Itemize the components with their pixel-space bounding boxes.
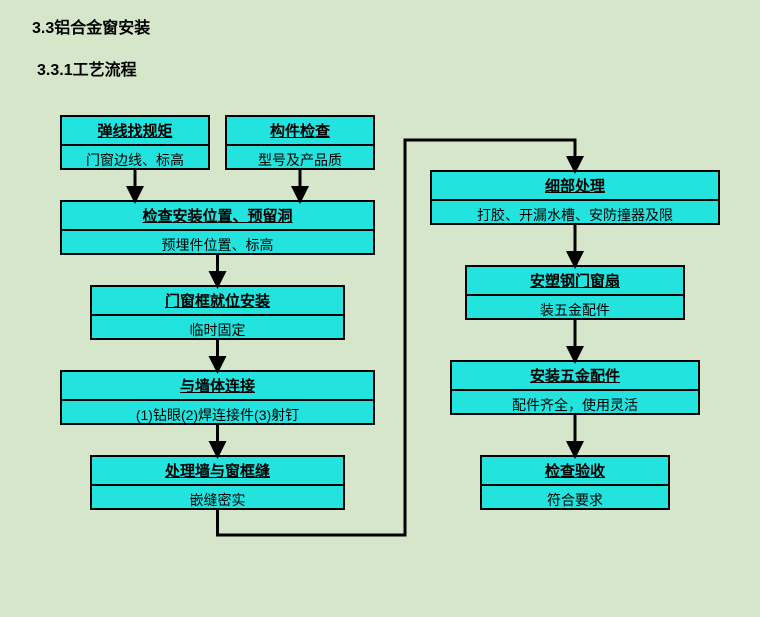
flow-node-subtitle: 临时固定 — [92, 316, 343, 340]
flow-node-title: 细部处理 — [432, 172, 718, 201]
flow-node-title: 检查安装位置、预留洞 — [62, 202, 373, 231]
flow-node-title: 安装五金配件 — [452, 362, 698, 391]
flow-node-subtitle: 嵌缝密实 — [92, 486, 343, 510]
flow-node-title: 弹线找规矩 — [62, 117, 208, 146]
flow-node-n9: 安装五金配件配件齐全，使用灵活 — [450, 360, 700, 415]
flow-node-n10: 检查验收符合要求 — [480, 455, 670, 510]
flow-node-n6: 处理墙与窗框缝嵌缝密实 — [90, 455, 345, 510]
section-heading: 3.3铝合金窗安装 — [32, 14, 150, 38]
flow-node-n1: 弹线找规矩门窗边线、标高 — [60, 115, 210, 170]
flow-node-subtitle: 预埋件位置、标高 — [62, 231, 373, 255]
flow-node-subtitle: 门窗边线、标高 — [62, 146, 208, 170]
flow-node-subtitle: 型号及产品质 — [227, 146, 373, 170]
flow-node-n2: 构件检查型号及产品质 — [225, 115, 375, 170]
flow-node-subtitle: (1)钻眼(2)焊连接件(3)射钉 — [62, 401, 373, 425]
flow-node-title: 门窗框就位安装 — [92, 287, 343, 316]
flow-node-title: 安塑钢门窗扇 — [467, 267, 683, 296]
flow-node-title: 处理墙与窗框缝 — [92, 457, 343, 486]
flow-node-subtitle: 符合要求 — [482, 486, 668, 510]
flow-node-title: 检查验收 — [482, 457, 668, 486]
flow-node-subtitle: 打胶、开漏水槽、安防撞器及限 — [432, 201, 718, 225]
flow-node-n7: 细部处理打胶、开漏水槽、安防撞器及限 — [430, 170, 720, 225]
flow-node-subtitle: 配件齐全，使用灵活 — [452, 391, 698, 415]
flow-node-n4: 门窗框就位安装临时固定 — [90, 285, 345, 340]
flow-node-n8: 安塑钢门窗扇装五金配件 — [465, 265, 685, 320]
flow-node-subtitle: 装五金配件 — [467, 296, 683, 320]
flow-node-title: 构件检查 — [227, 117, 373, 146]
flow-node-n3: 检查安装位置、预留洞预埋件位置、标高 — [60, 200, 375, 255]
subsection-heading: 3.3.1工艺流程 — [37, 56, 137, 80]
flow-node-title: 与墙体连接 — [62, 372, 373, 401]
flow-node-n5: 与墙体连接(1)钻眼(2)焊连接件(3)射钉 — [60, 370, 375, 425]
